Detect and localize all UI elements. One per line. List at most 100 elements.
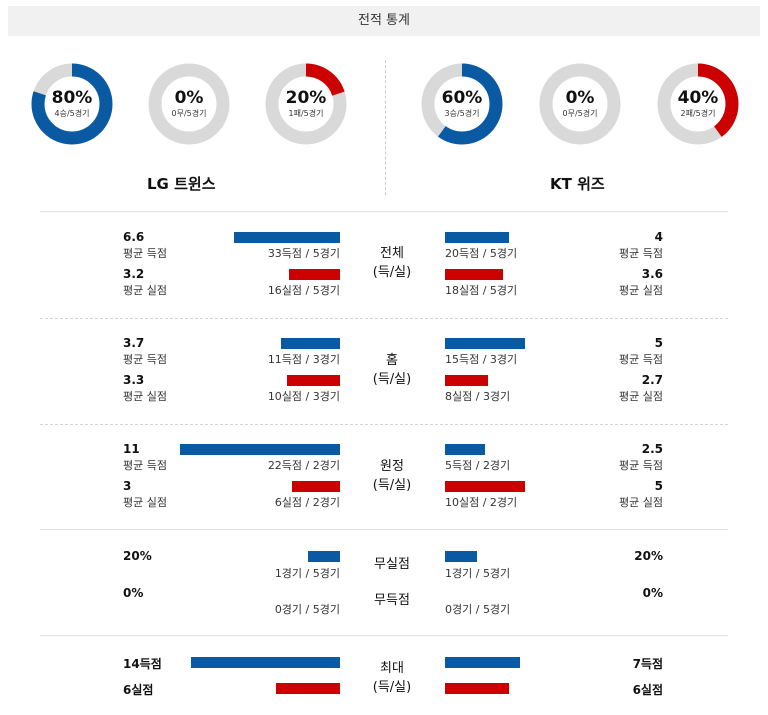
lg-avg-allowed: 3.3 (123, 373, 145, 387)
donut-fill (31, 63, 113, 145)
donut-percent: 40% (677, 88, 719, 108)
donut-fill (657, 63, 739, 145)
lg-draw-rate-donut: 0% 0무/5경기 (147, 62, 231, 146)
kt-max-scored: 7득점 (632, 657, 663, 671)
lg-avg-scored-label: 평균 득점 (123, 247, 167, 260)
label-main: 최대 (380, 661, 404, 676)
lg-allowed-detail: 6실점 / 2경기 (274, 496, 340, 509)
donut-ring-icon (421, 63, 503, 145)
donut-track (539, 63, 621, 145)
lg-avg-scored-label: 평균 득점 (123, 459, 167, 472)
lg-avg-scored: 11 (123, 442, 140, 456)
kt-no-score-pct: 0% (642, 586, 663, 600)
donut-subtext: 2패/5경기 (680, 109, 716, 118)
lg-no-score-detail: 0경기 / 5경기 (274, 603, 340, 616)
kt-avg-allowed-label: 평균 실점 (619, 496, 663, 509)
donut-percent: 0% (565, 88, 595, 108)
label-main: 전체 (380, 246, 404, 261)
label-sub: (득/실) (372, 680, 412, 695)
kt-max-scored-bar (445, 657, 520, 668)
team-name-kt: KT 위즈 (550, 175, 605, 193)
lg-allowed-detail: 10실점 / 3경기 (267, 390, 340, 403)
label-sub: (득/실) (372, 478, 412, 493)
divider (40, 424, 728, 425)
kt-avg-scored-label: 평균 득점 (619, 247, 663, 260)
divider (40, 635, 728, 636)
kt-win-rate-donut: 60% 3승/5경기 (420, 62, 504, 146)
lg-avg-allowed-label: 평균 실점 (123, 496, 167, 509)
donut-ring-icon (265, 63, 347, 145)
lg-avg-scored: 6.6 (123, 230, 145, 244)
kt-allowed-detail: 8실점 / 3경기 (445, 390, 511, 403)
kt-clean-sheet-bar (445, 551, 477, 562)
kt-avg-scored: 5 (654, 336, 663, 350)
lg-avg-allowed-label: 평균 실점 (123, 390, 167, 403)
lg-no-score-pct: 0% (123, 586, 144, 600)
section-label-no-score: 무득점 (374, 593, 410, 608)
donut-subtext: 0무/5경기 (562, 109, 598, 118)
divider (40, 318, 728, 319)
section-label-total: 전체 (득/실) (362, 244, 422, 282)
kt-draw-rate-donut: 0% 0무/5경기 (538, 62, 622, 146)
kt-scored-detail: 20득점 / 5경기 (445, 247, 518, 260)
lg-avg-allowed-label: 평균 실점 (123, 284, 167, 297)
kt-scored-detail: 5득점 / 2경기 (445, 459, 511, 472)
kt-allowed-bar (445, 375, 488, 386)
section-label-clean-sheet: 무실점 (374, 557, 410, 572)
team-divider (385, 60, 386, 195)
donut-track (148, 63, 230, 145)
section-label-max: 최대 (득/실) (362, 659, 422, 697)
kt-avg-allowed: 3.6 (641, 267, 663, 281)
donut-ring-icon (539, 63, 621, 145)
lg-scored-detail: 33득점 / 5경기 (267, 247, 340, 260)
donut-percent: 60% (441, 88, 483, 108)
lg-max-scored-bar (191, 657, 340, 668)
lg-max-allowed-bar (276, 683, 340, 694)
kt-allowed-detail: 18실점 / 5경기 (445, 284, 518, 297)
lg-avg-scored: 3.7 (123, 336, 145, 350)
label-main: 원정 (380, 459, 404, 474)
lg-clean-sheet-detail: 1경기 / 5경기 (274, 567, 340, 580)
donut-fill (265, 63, 347, 145)
kt-avg-allowed: 5 (654, 479, 663, 493)
kt-max-allowed-bar (445, 683, 509, 694)
kt-scored-detail: 15득점 / 3경기 (445, 353, 518, 366)
lg-scored-bar (180, 444, 340, 455)
kt-clean-sheet-pct: 20% (634, 549, 663, 563)
donut-subtext: 1패/5경기 (288, 109, 324, 118)
lg-allowed-bar (292, 481, 340, 492)
lg-allowed-bar (289, 269, 340, 280)
lg-max-scored: 14득점 (123, 657, 162, 671)
kt-loss-rate-donut: 40% 2패/5경기 (656, 62, 740, 146)
lg-max-allowed: 6실점 (123, 683, 154, 697)
label-sub: (득/실) (372, 372, 412, 387)
lg-clean-sheet-pct: 20% (123, 549, 152, 563)
section-label-home: 홈 (득/실) (362, 351, 422, 389)
lg-scored-bar (234, 232, 340, 243)
lg-allowed-bar (287, 375, 340, 386)
lg-clean-sheet-bar (308, 551, 340, 562)
kt-no-score-detail: 0경기 / 5경기 (445, 603, 511, 616)
donut-ring-icon (148, 63, 230, 145)
kt-avg-scored-label: 평균 득점 (619, 353, 663, 366)
team-name-lg: LG 트윈스 (147, 175, 216, 193)
kt-scored-bar (445, 232, 509, 243)
lg-avg-allowed: 3 (123, 479, 132, 493)
divider (40, 211, 728, 212)
section-header: 전적 통계 (8, 6, 760, 36)
lg-loss-rate-donut: 20% 1패/5경기 (264, 62, 348, 146)
kt-avg-scored: 2.5 (641, 442, 663, 456)
kt-clean-sheet-detail: 1경기 / 5경기 (445, 567, 511, 580)
label-sub: (득/실) (372, 265, 412, 280)
lg-scored-detail: 11득점 / 3경기 (267, 353, 340, 366)
kt-allowed-bar (445, 269, 503, 280)
donut-subtext: 4승/5경기 (54, 109, 90, 118)
lg-win-rate-donut: 80% 4승/5경기 (30, 62, 114, 146)
lg-avg-scored-label: 평균 득점 (123, 353, 167, 366)
kt-avg-allowed-label: 평균 실점 (619, 390, 663, 403)
kt-scored-bar (445, 444, 485, 455)
donut-subtext: 0무/5경기 (171, 109, 207, 118)
kt-avg-scored: 4 (654, 230, 663, 244)
kt-avg-allowed-label: 평균 실점 (619, 284, 663, 297)
donut-subtext: 3승/5경기 (444, 109, 480, 118)
